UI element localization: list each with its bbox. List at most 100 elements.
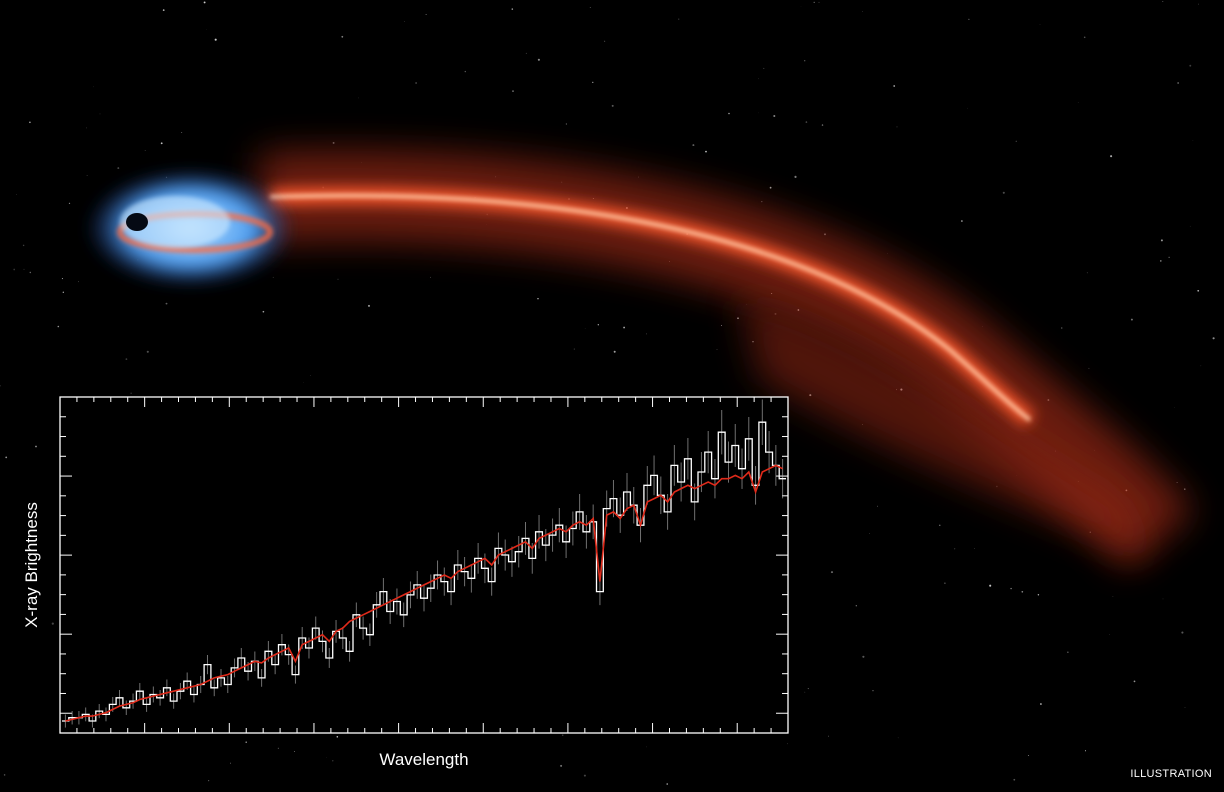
star <box>1181 631 1184 634</box>
gas-stream-core <box>269 193 1032 422</box>
model-fit-line <box>65 464 783 722</box>
star <box>245 741 247 743</box>
star <box>830 571 834 574</box>
star <box>1015 140 1017 142</box>
star <box>855 605 857 607</box>
star <box>0 385 1 387</box>
star <box>573 348 575 350</box>
star <box>787 743 788 745</box>
star <box>623 326 626 329</box>
observed-spectrum-line <box>62 421 786 722</box>
star <box>692 144 695 147</box>
star <box>1184 707 1186 709</box>
star <box>758 78 759 80</box>
star <box>1177 82 1179 84</box>
star <box>807 688 809 690</box>
star <box>565 123 568 125</box>
star <box>162 9 165 11</box>
star <box>611 104 614 107</box>
star <box>1110 155 1113 158</box>
star <box>1010 587 1012 590</box>
star <box>332 141 335 144</box>
star <box>1083 36 1086 39</box>
star <box>961 220 963 222</box>
star <box>1021 590 1024 593</box>
accretion-disk-inner <box>120 196 230 248</box>
star <box>1088 367 1090 369</box>
star <box>862 655 865 658</box>
star <box>769 186 772 189</box>
star <box>272 276 274 278</box>
star <box>1189 64 1192 67</box>
star <box>613 350 616 353</box>
star <box>23 268 25 270</box>
star <box>821 124 824 126</box>
star <box>1061 327 1063 329</box>
star <box>415 82 417 84</box>
star <box>3 774 6 776</box>
star <box>262 310 265 313</box>
star <box>589 7 591 8</box>
star <box>1067 651 1069 653</box>
star <box>561 734 564 736</box>
star <box>560 764 563 767</box>
star <box>974 548 975 549</box>
star <box>646 746 647 748</box>
star <box>763 67 765 69</box>
y-axis-label: X-ray Brightness <box>22 502 41 628</box>
star <box>61 278 63 280</box>
star <box>1077 102 1079 103</box>
star <box>1027 754 1030 757</box>
star <box>705 150 707 153</box>
star <box>146 350 149 353</box>
star <box>804 60 806 62</box>
star <box>230 762 231 764</box>
star <box>1212 337 1215 340</box>
star <box>1002 191 1005 194</box>
star <box>92 86 94 88</box>
tidal-tail-halo <box>740 300 1150 560</box>
star <box>1037 594 1040 596</box>
star <box>1160 239 1163 242</box>
star <box>525 52 527 54</box>
star <box>1133 680 1136 683</box>
star <box>425 14 427 15</box>
star <box>828 735 829 737</box>
star <box>293 750 295 752</box>
star <box>678 18 680 20</box>
star <box>721 324 722 326</box>
star <box>144 150 146 151</box>
star <box>165 302 168 305</box>
star <box>13 268 16 271</box>
star <box>537 298 539 300</box>
star <box>130 392 132 394</box>
star <box>430 276 431 278</box>
x-axis-label: Wavelength <box>379 750 468 769</box>
star <box>861 11 863 12</box>
star <box>1184 488 1186 490</box>
star <box>1013 778 1016 781</box>
star <box>35 445 37 448</box>
star <box>125 358 128 360</box>
star <box>537 58 540 61</box>
star <box>597 324 599 326</box>
model-fit-path <box>65 464 783 722</box>
star <box>872 690 874 692</box>
star <box>208 780 210 782</box>
star <box>773 114 776 118</box>
star <box>761 201 763 203</box>
star <box>1189 225 1191 227</box>
star <box>404 21 405 23</box>
star <box>989 584 992 587</box>
star <box>181 132 183 134</box>
star <box>1039 703 1042 705</box>
star <box>728 112 730 115</box>
star <box>203 1 206 4</box>
star <box>22 244 25 247</box>
star <box>117 167 120 170</box>
star <box>86 175 88 177</box>
star <box>78 281 79 283</box>
star <box>939 524 941 526</box>
star <box>86 127 87 129</box>
